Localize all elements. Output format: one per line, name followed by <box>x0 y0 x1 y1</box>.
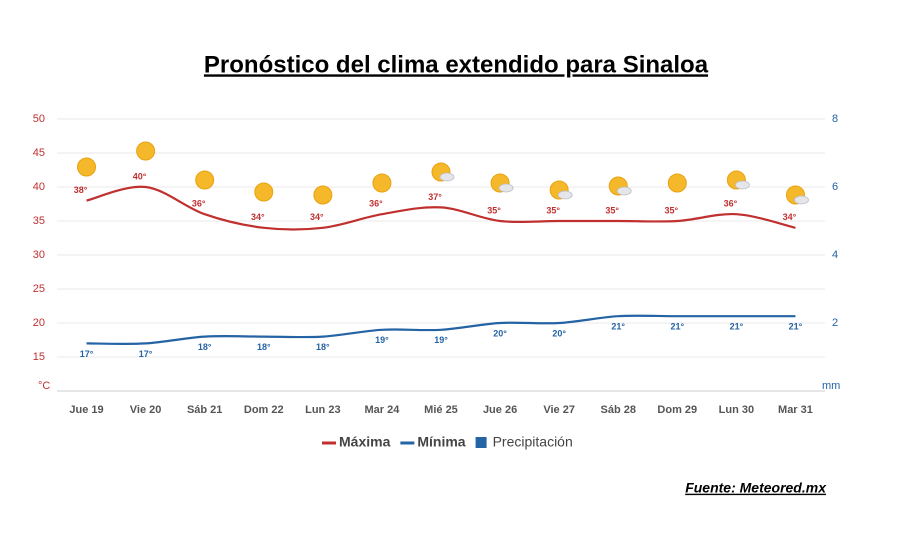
x-tick-label: Mar 24 <box>364 404 400 416</box>
y2-tick-label: 4 <box>832 249 838 261</box>
series-line <box>86 314 796 345</box>
x-tick-label: Vie 20 <box>130 404 162 416</box>
value-label: 34° <box>251 212 265 222</box>
value-label: 35° <box>487 205 501 215</box>
weather-cloud <box>794 195 809 205</box>
value-label: 19° <box>434 335 448 345</box>
value-label: 34° <box>310 212 324 222</box>
value-label: 35° <box>546 205 560 215</box>
x-tick-label: Sáb 28 <box>600 404 635 416</box>
value-label: 19° <box>375 335 389 345</box>
y2-tick-label: 2 <box>832 317 838 329</box>
weather-sun <box>195 170 215 190</box>
y2-tick-label: 8 <box>832 113 838 125</box>
value-label: 34° <box>783 212 797 222</box>
x-tick-label: Mar 31 <box>778 404 813 416</box>
y-tick-label: 30 <box>33 249 45 261</box>
legend-label: Máxima <box>339 434 391 450</box>
legend-label: Mínima <box>417 434 465 450</box>
weather-cloud <box>616 186 632 196</box>
chart-title: Pronóstico del clima extendido para Sina… <box>204 51 709 78</box>
weather-cloud <box>439 172 455 182</box>
value-label: 38° <box>74 185 88 195</box>
x-tick-label: Lun 23 <box>305 404 340 416</box>
legend-label: Precipitación <box>493 434 573 450</box>
value-label: 18° <box>316 342 330 352</box>
value-label: 18° <box>198 342 212 352</box>
value-label: 18° <box>257 342 271 352</box>
y-tick-label: 20 <box>33 317 45 329</box>
source: Fuente: Meteored.mx <box>685 480 827 496</box>
value-label: 37° <box>428 192 442 202</box>
weather-sun <box>77 157 97 177</box>
value-label: 36° <box>369 199 383 209</box>
y-tick-label: 40 <box>33 181 45 193</box>
x-tick-label: Vie 27 <box>543 404 575 416</box>
value-label: 21° <box>611 322 625 332</box>
y-tick-label: 25 <box>33 283 45 295</box>
y-tick-label: 35 <box>33 215 45 227</box>
x-tick-label: Sáb 21 <box>187 404 222 416</box>
x-tick-label: Jue 26 <box>483 404 517 416</box>
weather-sun <box>372 173 392 193</box>
y-tick-label: 15 <box>33 351 45 363</box>
x-tick-label: Dom 22 <box>244 404 284 416</box>
value-label: 21° <box>730 322 744 332</box>
value-label: 21° <box>789 322 803 332</box>
value-label: 17° <box>80 349 94 359</box>
y2-unit: mm <box>822 380 840 392</box>
value-label: 36° <box>724 199 738 209</box>
value-label: 21° <box>670 322 684 332</box>
weather-cloud <box>557 190 573 200</box>
x-tick-label: Jue 19 <box>69 404 103 416</box>
series-line <box>86 185 796 231</box>
value-label: 20° <box>552 328 566 338</box>
x-tick-label: Dom 29 <box>657 404 697 416</box>
y2-tick-label: 6 <box>832 181 838 193</box>
y-tick-label: 45 <box>33 147 45 159</box>
legend-swatch <box>475 437 487 448</box>
weather-sun <box>136 141 156 161</box>
value-label: 36° <box>192 199 206 209</box>
weather-cloud <box>498 183 514 193</box>
x-tick-label: Lun 30 <box>719 404 754 416</box>
y-tick-label: 50 <box>33 113 45 125</box>
value-label: 20° <box>493 328 507 338</box>
weather-sun <box>313 185 333 205</box>
x-tick-label: Mié 25 <box>424 404 458 416</box>
value-label: 35° <box>664 205 678 215</box>
value-label: 40° <box>133 171 147 181</box>
weather-sun <box>254 182 274 202</box>
weather-cloud <box>734 180 750 190</box>
y-unit: °C <box>38 380 50 392</box>
value-label: 35° <box>605 205 619 215</box>
weather-sun <box>667 173 687 193</box>
value-label: 17° <box>139 349 153 359</box>
